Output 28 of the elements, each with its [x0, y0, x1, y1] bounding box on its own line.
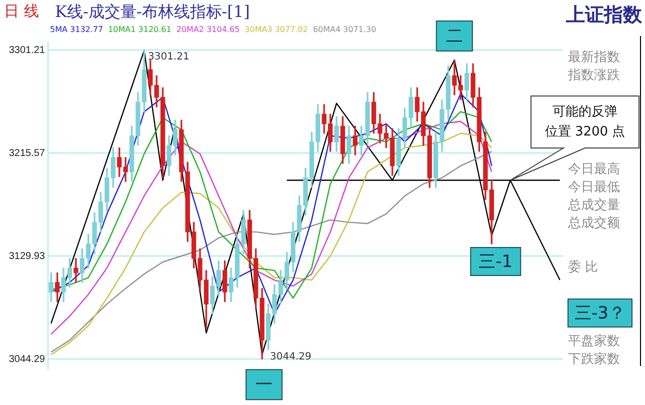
annotation: 一 [256, 374, 273, 395]
annotation: 3044.29 [270, 352, 312, 363]
text: 最新指数 [568, 49, 620, 66]
y-tick-label: 3215.57 [8, 148, 46, 159]
text: 今日最高 [568, 161, 620, 178]
annotation: 3301.21 [148, 52, 190, 63]
text: 日 线 [4, 2, 39, 21]
text: 总成交额 [568, 215, 620, 232]
annotation: 可能的反弹位置 3200 点 [544, 104, 626, 140]
text: 30MA3 3077.02 [244, 25, 308, 34]
text: 总成交量 [568, 197, 620, 214]
text: 下跌家数 [568, 351, 620, 368]
text: 上证指数 [566, 3, 642, 28]
y-tick-label: 3301.21 [8, 44, 46, 56]
chart-title: K线-成交量-布林线指标-[1] [55, 2, 250, 23]
y-tick-label: 3129.93 [8, 250, 46, 262]
text: 委 比 [568, 259, 598, 276]
annotation: 二 [446, 26, 463, 46]
y-tick-label: 3044.29 [8, 354, 46, 365]
text: 指数涨跌 [568, 67, 620, 84]
text: 20MA2 3104.65 [176, 25, 240, 34]
text: 平盘家数 [568, 333, 620, 350]
text: 今日最低 [568, 179, 620, 196]
text: 5MA 3132.77 [50, 25, 104, 34]
text: 60MA4 3071.30 [312, 25, 376, 34]
text: 三-3？ [574, 303, 626, 324]
annotation: 三-1 [478, 252, 513, 272]
text: 10MA1 3120.61 [108, 25, 172, 34]
